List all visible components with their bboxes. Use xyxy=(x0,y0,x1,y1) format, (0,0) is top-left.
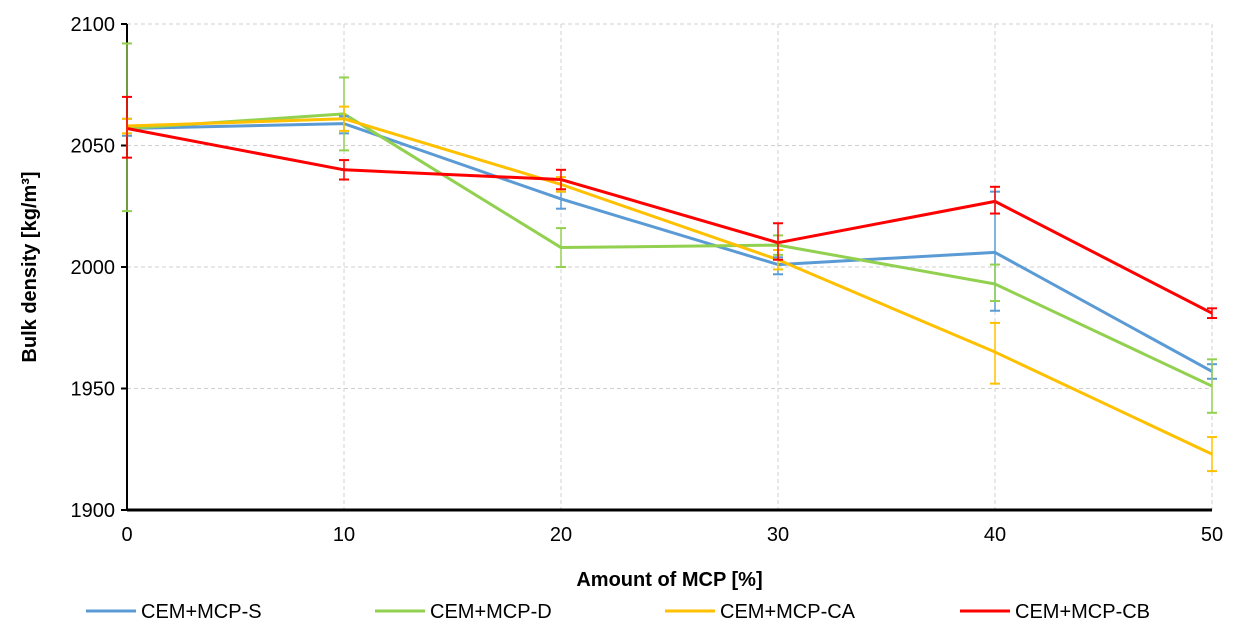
x-axis-title: Amount of MCP [%] xyxy=(576,569,762,591)
error-bar xyxy=(339,159,349,181)
grid xyxy=(127,23,1213,510)
series-line xyxy=(126,122,1213,373)
series-line xyxy=(126,112,1213,388)
error-bar xyxy=(990,321,1000,385)
legend: CEM+MCP-S CEM+MCP-D CEM+MCP-CA CEM+MCP-CB xyxy=(86,601,1150,623)
x-tick-label: 30 xyxy=(767,524,789,546)
x-tick-label: 20 xyxy=(550,524,572,546)
y-tick-label: 2000 xyxy=(71,257,116,279)
error-bar xyxy=(990,263,1000,303)
error-bar xyxy=(339,105,349,132)
y-tick-label: 1900 xyxy=(71,500,116,522)
x-tick-label: 50 xyxy=(1201,524,1223,546)
y-tick-labels: 1900 1950 2000 2050 2100 xyxy=(71,14,116,522)
error-bar xyxy=(773,222,783,261)
error-bar xyxy=(1207,436,1217,473)
legend-item: CEM+MCP-D xyxy=(375,601,552,623)
x-tick-label: 10 xyxy=(333,524,355,546)
legend-label: CEM+MCP-CB xyxy=(1015,601,1150,623)
legend-label: CEM+MCP-D xyxy=(430,601,552,623)
series-line xyxy=(126,117,1213,456)
x-tick-label: 0 xyxy=(121,524,132,546)
legend-item: CEM+MCP-S xyxy=(86,601,262,623)
error-bar xyxy=(1207,358,1217,414)
y-tick-label: 2050 xyxy=(71,136,116,158)
error-bar xyxy=(556,168,566,191)
legend-label: CEM+MCP-S xyxy=(141,601,262,623)
y-axis-title: Bulk density [kg/m³] xyxy=(19,171,41,362)
y-tick-label: 2100 xyxy=(71,14,116,36)
legend-item: CEM+MCP-CA xyxy=(665,601,856,623)
legend-item: CEM+MCP-CB xyxy=(960,601,1150,623)
series-line xyxy=(126,127,1213,315)
error-bar xyxy=(556,227,566,268)
x-tick-labels: 0 10 20 30 40 50 xyxy=(121,524,1223,546)
error-bars xyxy=(122,42,1217,473)
error-bar xyxy=(1207,307,1217,320)
y-tick-label: 1950 xyxy=(71,379,116,401)
x-tick-label: 40 xyxy=(984,524,1006,546)
legend-label: CEM+MCP-CA xyxy=(720,601,856,623)
error-bar xyxy=(122,95,132,159)
error-bar xyxy=(990,185,1000,215)
series-lines xyxy=(126,112,1213,456)
